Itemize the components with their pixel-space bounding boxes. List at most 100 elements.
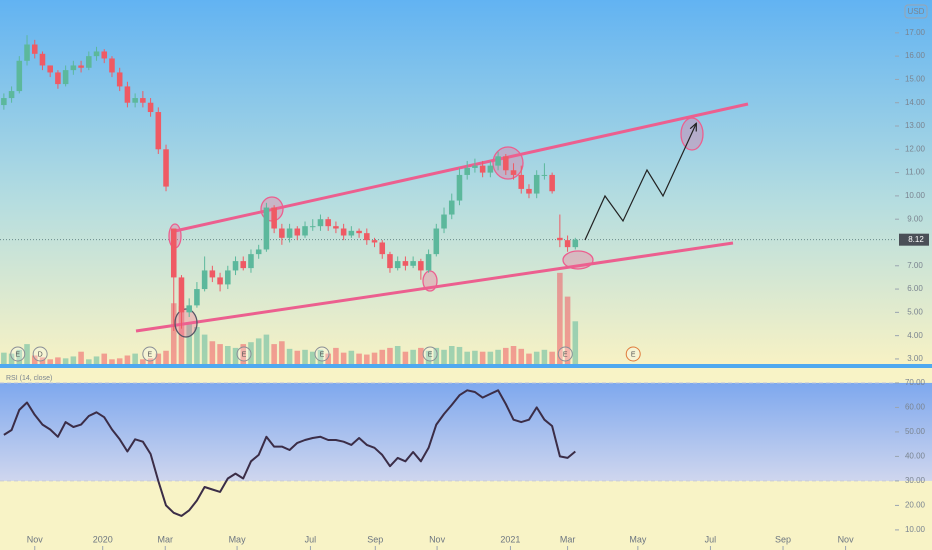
volume-bar — [263, 334, 270, 365]
volume-bar — [510, 346, 517, 365]
lower-trendline — [135, 241, 734, 333]
rsi-tick-label: 50.00 — [905, 427, 926, 436]
volume-bar — [402, 351, 409, 365]
rsi-line — [3, 389, 576, 517]
x-tick-label: May — [229, 534, 247, 544]
volume-bar — [16, 349, 23, 365]
candle-body — [510, 170, 517, 175]
candle-body — [140, 98, 146, 103]
candle-body — [8, 91, 15, 99]
candle-body — [62, 70, 69, 85]
event-marker — [557, 346, 573, 362]
candle-body — [225, 270, 231, 285]
event-label: E — [563, 351, 568, 358]
event-marker — [314, 346, 330, 362]
candle-body — [55, 72, 61, 85]
candle-body — [302, 226, 308, 236]
volume-bar — [217, 344, 223, 365]
event-marker — [236, 346, 252, 362]
candle-body — [387, 254, 393, 269]
volume-bar — [47, 359, 53, 365]
event-label: E — [631, 351, 636, 358]
event-marker — [32, 346, 48, 362]
event-marker — [625, 346, 641, 362]
highlight-circle — [422, 270, 438, 292]
candle-body — [255, 249, 262, 255]
rsi-tick-label: 30.00 — [905, 476, 926, 485]
volume-bar — [86, 359, 92, 365]
candle-body — [86, 56, 92, 68]
volume-bar — [564, 296, 571, 365]
volume-bar — [549, 351, 555, 365]
volume-bar — [294, 350, 301, 365]
volume-layer — [1, 272, 579, 365]
x-tick-label: 2021 — [500, 534, 520, 544]
y-tick-label: 11.00 — [905, 168, 925, 177]
candle-body — [472, 165, 478, 168]
candle-body — [541, 174, 548, 176]
candle-body — [464, 167, 470, 175]
candle-body — [441, 214, 447, 229]
candle-body — [194, 289, 200, 306]
volume-bar — [464, 351, 470, 365]
volume-bar — [170, 303, 177, 365]
projection-arrow — [584, 124, 696, 241]
rsi-title: RSI (14, close) — [6, 375, 52, 382]
candle-body — [425, 254, 432, 271]
candle-body — [340, 228, 347, 236]
volume-bar — [317, 349, 324, 365]
candle-body — [47, 65, 53, 73]
y-tick-label: 16.00 — [905, 51, 926, 60]
y-tick-label: 15.00 — [905, 75, 926, 84]
candle-body — [263, 207, 270, 250]
volume-bar — [526, 353, 532, 365]
candle-body — [16, 60, 23, 92]
volume-bar — [472, 350, 478, 365]
candle-body — [178, 277, 185, 313]
candle-body — [533, 174, 540, 194]
volume-bar — [70, 356, 77, 365]
x-tick-label: Jul — [305, 534, 317, 544]
candle-body — [433, 228, 440, 255]
volume-bar — [356, 353, 362, 365]
candle-body — [325, 219, 331, 227]
volume-bar — [39, 357, 46, 365]
y-tick-label: 3.00 — [907, 354, 923, 363]
volume-bar — [518, 348, 525, 365]
event-marker — [10, 346, 26, 362]
pane-separator — [0, 364, 932, 368]
volume-bar — [371, 352, 378, 365]
rsi-tick-label: 20.00 — [905, 501, 926, 510]
y-tick-label: 17.00 — [905, 28, 926, 37]
x-tick-label: May — [629, 534, 647, 544]
candle-body — [116, 72, 123, 87]
candle-body — [394, 261, 401, 269]
volume-bar — [201, 334, 208, 365]
volume-bar — [441, 349, 447, 365]
volume-bar — [24, 344, 30, 365]
event-label: D — [38, 351, 43, 358]
candle-body — [39, 53, 46, 66]
volume-bar — [533, 351, 540, 365]
event-label: E — [147, 351, 152, 358]
candle-body — [572, 239, 579, 248]
y-tick-label: 6.00 — [907, 284, 923, 293]
currency-badge — [904, 4, 928, 19]
candle-body — [503, 156, 509, 171]
candle-body — [418, 261, 424, 271]
volume-bar — [541, 349, 548, 365]
event-label: E — [320, 351, 325, 358]
candle-body — [170, 228, 177, 278]
candle-body — [495, 156, 501, 166]
y-tick-label: 12.00 — [905, 144, 926, 153]
candle-body — [286, 228, 293, 238]
volume-bar — [1, 352, 7, 365]
candle-body — [309, 226, 316, 228]
event-marker — [142, 346, 158, 362]
volume-bar — [387, 347, 393, 365]
volume-bar — [209, 341, 216, 365]
last-price-badge — [899, 233, 929, 246]
candle-body — [101, 51, 108, 59]
candle-body — [479, 165, 486, 173]
